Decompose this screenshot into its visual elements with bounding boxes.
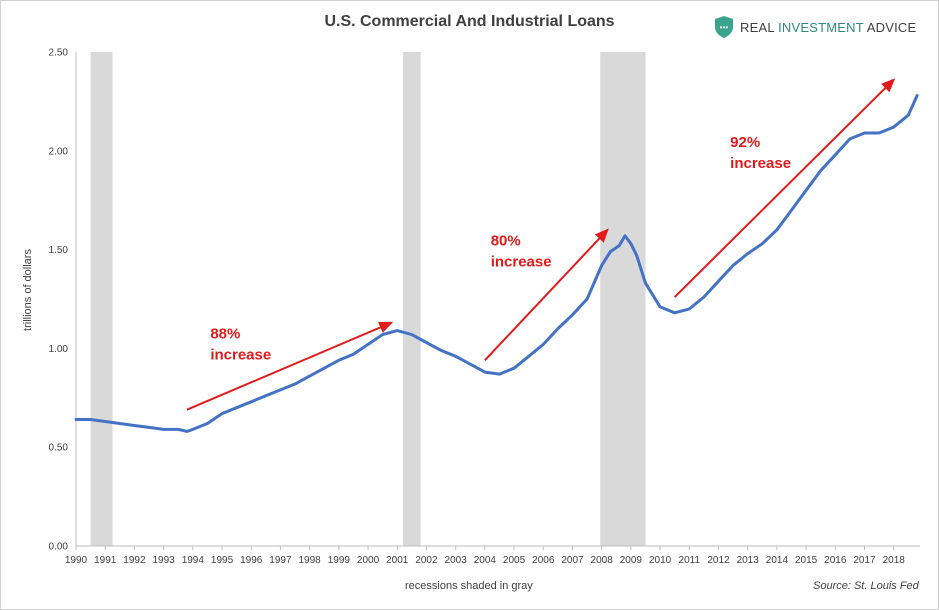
- x-tick-label: 2007: [561, 555, 584, 566]
- x-tick-label: 2013: [737, 555, 760, 566]
- x-tick-label: 2006: [532, 555, 555, 566]
- x-tick-label: 2000: [357, 555, 380, 566]
- x-tick-label: 1996: [240, 555, 263, 566]
- y-tick-label: 0.00: [49, 542, 69, 553]
- x-tick-label: 2015: [795, 555, 818, 566]
- annotation-label-1-text: increase: [210, 347, 271, 364]
- x-tick-label: 2008: [591, 555, 614, 566]
- x-tick-label: 2009: [620, 555, 643, 566]
- x-tick-label: 2002: [415, 555, 438, 566]
- x-tick-label: 1999: [328, 555, 351, 566]
- x-tick-label: 2011: [679, 555, 701, 566]
- x-tick-label: 2010: [649, 555, 672, 566]
- x-tick-label: 1997: [269, 555, 292, 566]
- x-tick-label: 1994: [182, 555, 205, 566]
- annotation-label-1-percent: 88%: [210, 326, 240, 343]
- brand-logo: ••• REAL INVESTMENT ADVICE: [713, 14, 916, 40]
- x-tick-label: 1991: [94, 555, 117, 566]
- source-note: Source: St. Louis Fed: [813, 580, 919, 592]
- loans-line: [74, 94, 919, 433]
- recession-band-2: [403, 52, 421, 546]
- x-tick-label: 2018: [883, 555, 906, 566]
- x-tick-label: 1995: [211, 555, 234, 566]
- y-tick-label: 2.50: [49, 48, 69, 59]
- recession-band-3: [600, 52, 646, 546]
- y-tick-label: 2.00: [49, 146, 69, 157]
- annotation-arrow-3: [673, 78, 896, 298]
- x-tick-label: 1992: [123, 555, 146, 566]
- x-tick-label: 2004: [474, 555, 497, 566]
- annotation-label-3-text: increase: [730, 155, 791, 172]
- x-tick-label: 2012: [707, 555, 730, 566]
- x-tick-label: 2003: [445, 555, 468, 566]
- y-tick-label: 1.00: [49, 344, 69, 355]
- x-tick-label: 1990: [65, 555, 88, 566]
- x-tick-label: 2017: [853, 555, 876, 566]
- annotation-label-3-percent: 92%: [730, 134, 760, 151]
- x-tick-label: 2016: [824, 555, 847, 566]
- x-axis-label: recessions shaded in gray: [405, 580, 533, 592]
- recession-band-1: [90, 52, 113, 546]
- annotation-label-2-percent: 80%: [491, 233, 521, 250]
- annotation-arrow-2: [484, 228, 609, 361]
- shield-icon: •••: [715, 16, 733, 38]
- x-tick-label: 1998: [299, 555, 322, 566]
- x-tick-label: 2005: [503, 555, 526, 566]
- annotation-label-2-text: increase: [491, 254, 552, 271]
- y-tick-label: 0.50: [49, 443, 69, 454]
- annotation-arrow-1: [186, 321, 394, 411]
- brand-name: REAL INVESTMENT ADVICE: [740, 19, 917, 35]
- x-tick-label: 2014: [766, 555, 789, 566]
- x-tick-label: 1993: [152, 555, 175, 566]
- y-tick-label: 1.50: [49, 245, 69, 256]
- chart-title: U.S. Commercial And Industrial Loans: [324, 13, 615, 30]
- svg-text:•••: •••: [720, 23, 729, 32]
- x-tick-label: 2001: [386, 555, 409, 566]
